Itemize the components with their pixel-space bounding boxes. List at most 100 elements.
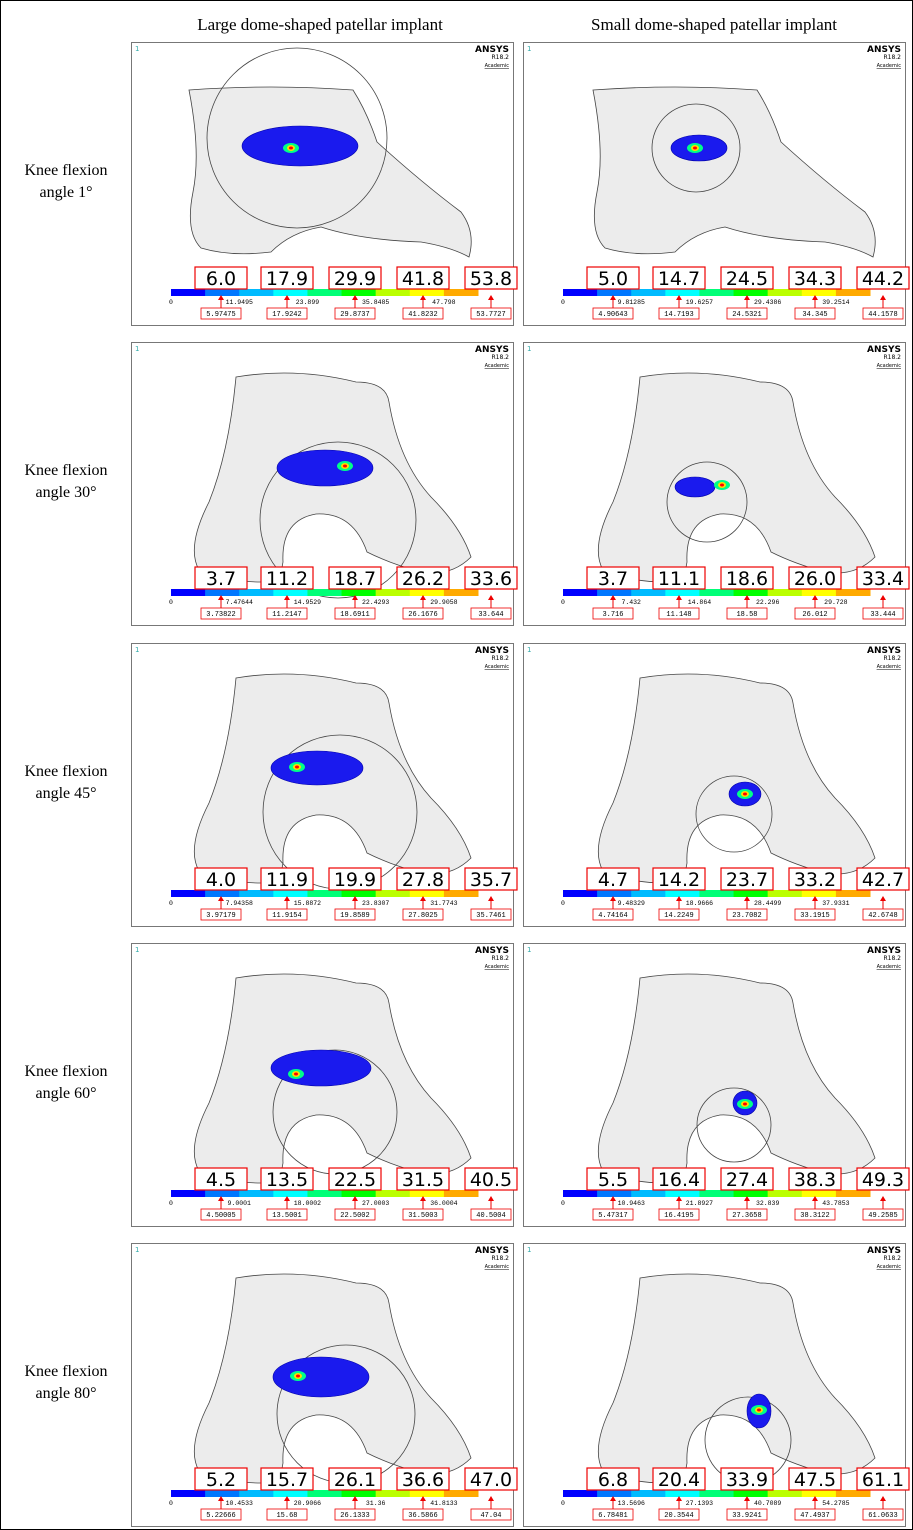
small-label: 29.8737 xyxy=(340,311,369,319)
big-label: 49.3 xyxy=(862,1169,904,1191)
colorbar-segment xyxy=(239,1490,274,1497)
big-label: 13.5 xyxy=(266,1169,308,1191)
row-label: angle 30° xyxy=(35,484,96,501)
colorbar-segment xyxy=(239,589,274,596)
small-label: 53.7727 xyxy=(476,311,505,319)
colorbar-segment xyxy=(699,890,734,897)
colorbar-segment xyxy=(597,1190,632,1197)
scale-label: 19.6257 xyxy=(686,299,713,306)
contact-patch xyxy=(273,1357,369,1397)
small-label: 4.74164 xyxy=(598,912,627,920)
corner-label: 1 xyxy=(527,45,531,53)
logo-version: R18.2 xyxy=(883,54,901,61)
scale-label: 29.728 xyxy=(824,599,848,606)
colorbar-segment xyxy=(376,589,411,596)
colorbar-segment xyxy=(273,1490,308,1497)
big-label: 15.7 xyxy=(266,1469,308,1491)
colorbar-segment xyxy=(836,589,871,596)
corner-label: 1 xyxy=(527,1246,531,1254)
small-label: 41.8232 xyxy=(408,311,437,319)
small-label: 47.4937 xyxy=(800,1512,829,1520)
big-label: 38.3 xyxy=(794,1169,836,1191)
big-label: 61.1 xyxy=(862,1469,904,1491)
scale-label: 0 xyxy=(561,900,565,907)
panel: 1ANSYSR18.2Academic07.4764414.952922.429… xyxy=(132,343,518,626)
big-label: 33.2 xyxy=(794,869,836,891)
scale-label: 7.94358 xyxy=(226,900,253,907)
big-label: 34.3 xyxy=(794,268,836,290)
hot-spot xyxy=(295,766,299,769)
small-label: 14.7193 xyxy=(664,311,693,319)
logo-license: Academic xyxy=(877,664,902,670)
figure: Large dome-shaped patellar implant Small… xyxy=(0,0,913,1530)
big-label: 31.5 xyxy=(402,1169,444,1191)
scale-label: 0 xyxy=(169,599,173,606)
colorbar-segment xyxy=(836,890,871,897)
big-label: 3.7 xyxy=(598,568,628,590)
colorbar-segment xyxy=(631,289,666,296)
colorbar-segment xyxy=(802,1490,837,1497)
small-label: 31.5003 xyxy=(408,1212,437,1220)
small-label: 33.444 xyxy=(870,611,895,619)
colorbar-segment xyxy=(307,589,342,596)
hot-spot xyxy=(693,147,697,150)
small-label: 44.1578 xyxy=(868,311,897,319)
small-label: 18.58 xyxy=(736,611,757,619)
hot-spot xyxy=(294,1073,298,1076)
big-label: 4.7 xyxy=(598,869,628,891)
big-label: 53.8 xyxy=(470,268,512,290)
colorbar-segment xyxy=(307,890,342,897)
column-header: Large dome-shaped patellar implant xyxy=(197,15,443,34)
scale-label: 29.9058 xyxy=(430,599,457,606)
contact-patch xyxy=(271,1050,371,1086)
colorbar-segment xyxy=(665,589,700,596)
scale-label: 14.9529 xyxy=(294,599,321,606)
small-label: 18.6911 xyxy=(340,611,369,619)
colorbar-segment xyxy=(239,1190,274,1197)
big-label: 16.4 xyxy=(658,1169,700,1191)
scale-label: 47.798 xyxy=(432,299,456,306)
colorbar-segment xyxy=(444,1190,479,1197)
big-label: 33.6 xyxy=(470,568,512,590)
colorbar-segment xyxy=(273,289,308,296)
corner-label: 1 xyxy=(135,646,139,654)
colorbar-segment xyxy=(563,1190,598,1197)
scale-label: 10.4533 xyxy=(226,1500,253,1507)
logo-license: Academic xyxy=(485,664,510,670)
small-label: 14.2249 xyxy=(664,912,693,920)
scale-label: 0 xyxy=(169,1500,173,1507)
colorbar-segment xyxy=(699,589,734,596)
big-label: 27.8 xyxy=(402,869,444,891)
big-label: 4.0 xyxy=(206,869,236,891)
row-label: angle 45° xyxy=(35,785,96,802)
colorbar-segment xyxy=(699,1490,734,1497)
logo-license: Academic xyxy=(877,363,902,369)
scale-label: 14.864 xyxy=(688,599,712,606)
logo-license: Academic xyxy=(877,63,902,69)
colorbar-segment xyxy=(699,289,734,296)
big-label: 47.0 xyxy=(470,1469,512,1491)
colorbar-segment xyxy=(768,589,803,596)
colorbar-segment xyxy=(631,890,666,897)
logo-license: Academic xyxy=(877,1264,902,1270)
hot-spot xyxy=(343,465,347,468)
corner-label: 1 xyxy=(527,946,531,954)
scale-label: 43.7853 xyxy=(822,1200,849,1207)
big-label: 26.0 xyxy=(794,568,836,590)
small-label: 27.8025 xyxy=(408,912,437,920)
hot-spot xyxy=(289,147,293,150)
contact-patch xyxy=(675,477,715,497)
small-label: 27.3658 xyxy=(732,1212,761,1220)
panel: 1ANSYSR18.2Academic011.949523.89935.8485… xyxy=(132,43,518,326)
big-label: 23.7 xyxy=(726,869,768,891)
scale-label: 0 xyxy=(561,1500,565,1507)
big-label: 26.1 xyxy=(334,1469,376,1491)
colorbar-segment xyxy=(273,589,308,596)
scale-label: 18.9666 xyxy=(686,900,713,907)
scale-label: 9.48329 xyxy=(618,900,645,907)
logo-version: R18.2 xyxy=(491,1255,509,1262)
hot-spot xyxy=(743,793,747,796)
big-label: 11.2 xyxy=(266,568,308,590)
small-label: 33.644 xyxy=(478,611,503,619)
